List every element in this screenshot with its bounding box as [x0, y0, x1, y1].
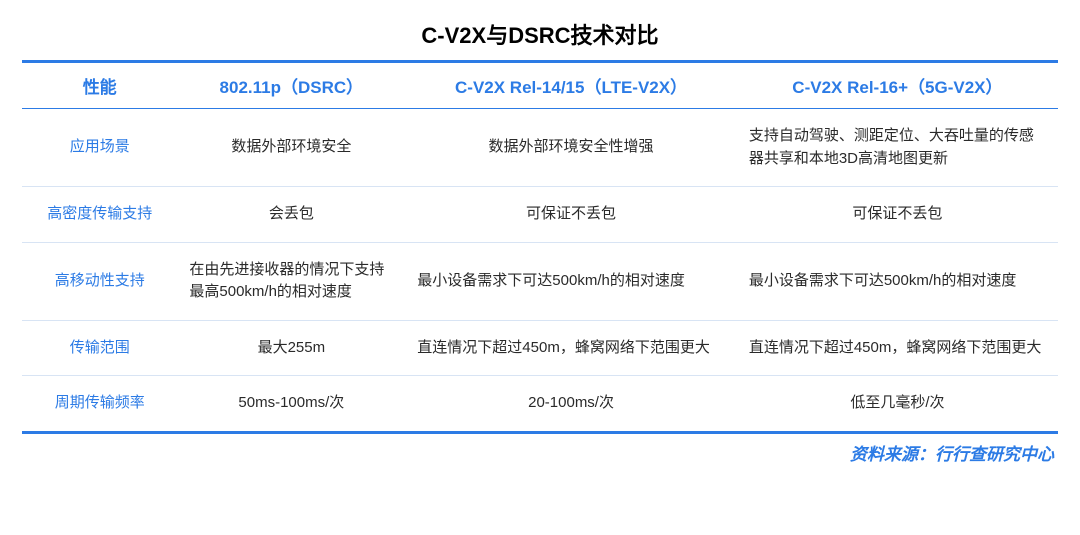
cell: 最小设备需求下可达500km/h的相对速度	[405, 242, 737, 320]
cell: 数据外部环境安全	[177, 109, 405, 187]
header-col2: C-V2X Rel-14/15（LTE-V2X）	[405, 62, 737, 109]
cell: 在由先进接收器的情况下支持最高500km/h的相对速度	[177, 242, 405, 320]
cell: 最小设备需求下可达500km/h的相对速度	[737, 242, 1058, 320]
row-label: 高密度传输支持	[22, 187, 177, 243]
page-title: C-V2X与DSRC技术对比	[22, 18, 1058, 50]
table-row: 高移动性支持 在由先进接收器的情况下支持最高500km/h的相对速度 最小设备需…	[22, 242, 1058, 320]
cell: 20-100ms/次	[405, 376, 737, 433]
table-row: 传输范围 最大255m 直连情况下超过450m，蜂窝网络下范围更大 直连情况下超…	[22, 320, 1058, 376]
cell: 数据外部环境安全性增强	[405, 109, 737, 187]
header-col1: 802.11p（DSRC）	[177, 62, 405, 109]
cell: 直连情况下超过450m，蜂窝网络下范围更大	[405, 320, 737, 376]
cell: 50ms-100ms/次	[177, 376, 405, 433]
header-col3: C-V2X Rel-16+（5G-V2X）	[737, 62, 1058, 109]
cell: 最大255m	[177, 320, 405, 376]
header-label: 性能	[22, 62, 177, 109]
cell: 支持自动驾驶、测距定位、大吞吐量的传感器共享和本地3D高清地图更新	[737, 109, 1058, 187]
table-body: 应用场景 数据外部环境安全 数据外部环境安全性增强 支持自动驾驶、测距定位、大吞…	[22, 109, 1058, 433]
comparison-table: 性能 802.11p（DSRC） C-V2X Rel-14/15（LTE-V2X…	[22, 60, 1058, 434]
row-label: 应用场景	[22, 109, 177, 187]
row-label: 高移动性支持	[22, 242, 177, 320]
table-row: 应用场景 数据外部环境安全 数据外部环境安全性增强 支持自动驾驶、测距定位、大吞…	[22, 109, 1058, 187]
table-header-row: 性能 802.11p（DSRC） C-V2X Rel-14/15（LTE-V2X…	[22, 62, 1058, 109]
row-label: 周期传输频率	[22, 376, 177, 433]
source-attribution: 资料来源：行行查研究中心	[22, 440, 1058, 465]
cell: 会丢包	[177, 187, 405, 243]
row-label: 传输范围	[22, 320, 177, 376]
cell: 可保证不丢包	[737, 187, 1058, 243]
cell: 低至几毫秒/次	[737, 376, 1058, 433]
cell: 直连情况下超过450m，蜂窝网络下范围更大	[737, 320, 1058, 376]
table-row: 高密度传输支持 会丢包 可保证不丢包 可保证不丢包	[22, 187, 1058, 243]
cell: 可保证不丢包	[405, 187, 737, 243]
table-row: 周期传输频率 50ms-100ms/次 20-100ms/次 低至几毫秒/次	[22, 376, 1058, 433]
